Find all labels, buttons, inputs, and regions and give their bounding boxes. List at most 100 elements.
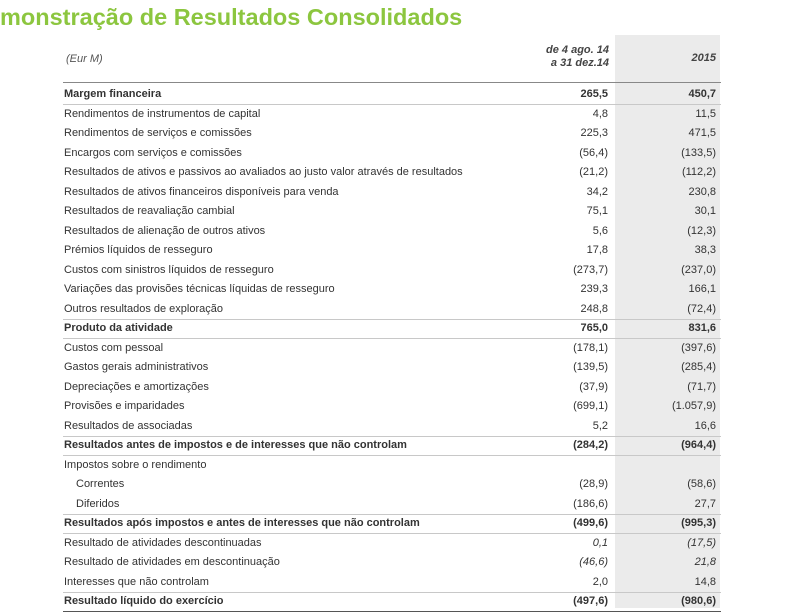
row-label: Depreciações e amortizações: [64, 380, 209, 393]
value-2015: (71,7): [687, 380, 716, 393]
table-row: Rendimentos de instrumentos de capital 4,…: [0, 105, 785, 125]
value-2015: (980,6): [681, 595, 716, 607]
page-title: monstração de Resultados Consolidados: [0, 4, 463, 30]
row-label: Margem financeira: [64, 88, 162, 100]
value-period-2014: 239,3: [580, 283, 608, 295]
table-row: Impostos sobre o rendimento: [0, 456, 785, 476]
table-row: Resultado de atividades em descontinuaçã…: [0, 553, 785, 573]
value-2015: (1.057,9): [671, 400, 716, 412]
value-2015: (995,3): [681, 517, 716, 529]
row-label: Resultado de atividades em descontinuaçã…: [64, 556, 280, 568]
value-period-2014: 34,2: [586, 185, 608, 198]
value-period-2014: 75,1: [586, 205, 608, 217]
table-row: Resultado líquido do exercício (497,6) (98…: [0, 592, 785, 612]
value-period-2014: 5,2: [592, 419, 608, 432]
value-period-2014: (37,9): [579, 380, 608, 393]
row-label: Custos com sinistros líquidos de ressegu…: [64, 263, 274, 276]
value-period-2014: (499,6): [573, 517, 608, 529]
value-period-2014: (284,2): [573, 439, 608, 451]
row-label: Interesses que não controlam: [64, 575, 209, 588]
table-row: Margem financeira 265,5 450,7: [0, 85, 785, 105]
value-period-2014: (28,9): [579, 478, 608, 490]
value-period-2014: (139,5): [573, 361, 608, 373]
table-row: Resultados de reavaliação cambial 75,1 30,…: [0, 202, 785, 222]
value-period-2014: 225,3: [580, 127, 608, 139]
value-2015: (397,6): [681, 341, 716, 354]
table-row: Custos com sinistros líquidos de ressegu…: [0, 261, 785, 281]
row-label: Custos com pessoal: [64, 341, 164, 354]
column-2015-shade: [615, 35, 720, 608]
value-2015: 166,1: [688, 283, 716, 295]
value-period-2014: 4,8: [592, 107, 608, 120]
value-period-2014: 2,0: [592, 575, 608, 588]
value-2015: (58,6): [687, 478, 716, 490]
row-label: Resultados de ativos financeiros disponí…: [64, 185, 339, 198]
value-period-2014: (186,6): [573, 497, 608, 510]
table-row: Resultados após impostos e antes de inte…: [0, 514, 785, 534]
table-row: Gastos gerais administrativos (139,5) (285…: [0, 358, 785, 378]
value-2015: 831,6: [688, 322, 716, 334]
row-label: Resultado líquido do exercício: [64, 595, 224, 607]
value-2015: (964,4): [681, 439, 716, 451]
table-row: Encargos com serviços e comissões (56,4) (…: [0, 144, 785, 164]
table-row: Variações das provisões técnicas líquida…: [0, 280, 785, 300]
table-row: Provisões e imparidades (699,1) (1.057,9): [0, 397, 785, 417]
row-label: Rendimentos de serviços e comissões: [64, 127, 252, 139]
value-2015: (12,3): [687, 224, 716, 237]
row-label: Provisões e imparidades: [64, 400, 185, 412]
value-2015: (237,0): [681, 263, 716, 276]
value-2015: 38,3: [694, 244, 716, 256]
column-header-2015: 2015: [691, 52, 716, 64]
table-row: Outros resultados de exploração 248,8 (72,…: [0, 300, 785, 320]
table-row: Produto da atividade 765,0 831,6: [0, 319, 785, 339]
value-2015: 11,5: [695, 107, 716, 120]
value-period-2014: 248,8: [580, 302, 608, 315]
table-row: Custos com pessoal (178,1) (397,6): [0, 339, 785, 359]
row-label: Resultados de alienação de outros ativos: [64, 224, 266, 237]
row-label: Impostos sobre o rendimento: [64, 458, 207, 471]
value-2015: 30,1: [694, 205, 716, 217]
row-label: Resultados após impostos e antes de inte…: [64, 517, 420, 529]
value-period-2014: (56,4): [579, 146, 608, 159]
column-header-period-2014-line1: de 4 ago. 14: [546, 44, 609, 56]
value-period-2014: 17,8: [586, 244, 608, 256]
row-label: Rendimentos de instrumentos de capital: [64, 107, 261, 120]
value-period-2014: (497,6): [573, 595, 608, 607]
table-row: Depreciações e amortizações (37,9) (71,7): [0, 378, 785, 398]
row-label: Variações das provisões técnicas líquida…: [64, 283, 335, 295]
value-2015: 16,6: [694, 419, 716, 432]
row-label: Resultados antes de impostos e de intere…: [64, 439, 407, 451]
value-period-2014: (178,1): [573, 341, 608, 354]
table-row: Resultado de atividades descontinuadas 0,…: [0, 534, 785, 554]
table-row: Resultados de associadas 5,2 16,6: [0, 417, 785, 437]
value-period-2014: 5,6: [592, 224, 608, 237]
unit-label: (Eur M): [66, 53, 103, 65]
table-row: Prémios líquidos de resseguro 17,8 38,3: [0, 241, 785, 261]
row-label: Produto da atividade: [64, 322, 173, 334]
value-2015: (72,4): [687, 302, 716, 315]
value-2015: (133,5): [681, 146, 716, 159]
table-row: Correntes (28,9) (58,6): [0, 475, 785, 495]
value-period-2014: (699,1): [573, 400, 608, 412]
row-label: Outros resultados de exploração: [64, 302, 223, 315]
value-2015: 14,8: [694, 575, 716, 588]
row-label: Diferidos: [76, 497, 120, 510]
income-statement-table: Margem financeira 265,5 450,7 Rendimentos d…: [0, 85, 785, 612]
value-2015: 230,8: [688, 185, 716, 198]
value-period-2014: (21,2): [579, 166, 608, 178]
table-row: Resultados de alienação de outros ativos…: [0, 222, 785, 242]
value-2015: (112,2): [681, 166, 716, 178]
row-label: Correntes: [76, 478, 125, 490]
value-period-2014: (46,6): [579, 556, 608, 568]
header-divider: [63, 82, 721, 83]
value-period-2014: 265,5: [580, 88, 608, 100]
column-header-period-2014-line2: a 31 dez.14: [550, 57, 609, 69]
table-row: Rendimentos de serviços e comissões 225,3…: [0, 124, 785, 144]
row-label: Prémios líquidos de resseguro: [64, 244, 213, 256]
row-label: Resultados de associadas: [64, 419, 193, 432]
value-period-2014: (273,7): [573, 263, 608, 276]
row-label: Resultado de atividades descontinuadas: [64, 536, 262, 549]
row-label: Gastos gerais administrativos: [64, 361, 209, 373]
value-2015: (285,4): [681, 361, 716, 373]
row-label: Resultados de reavaliação cambial: [64, 205, 235, 217]
